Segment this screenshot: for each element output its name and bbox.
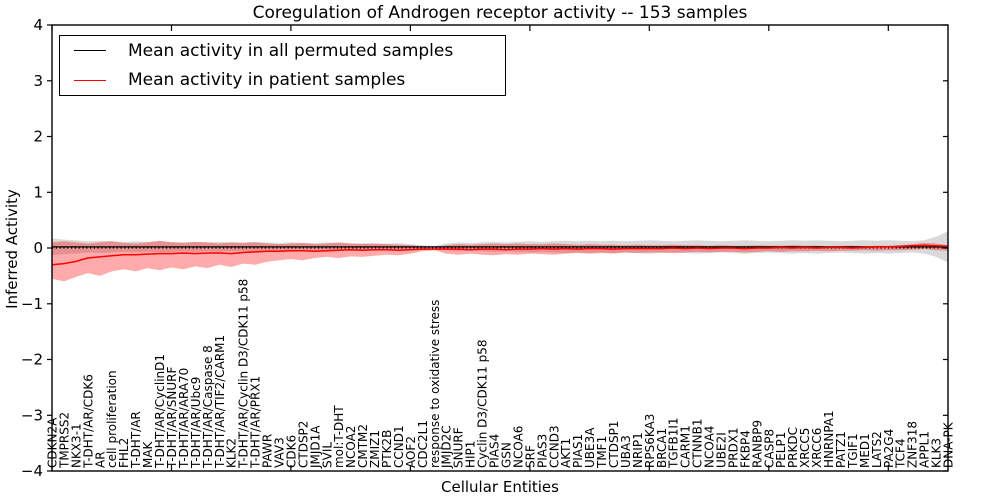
- x-category-label: CDK6: [284, 435, 298, 468]
- x-category-label: MED1: [858, 433, 872, 468]
- x-category-label: mol:T-DHT: [332, 405, 346, 468]
- y-tick-label: −1: [21, 295, 43, 313]
- x-category-label: HIP1: [464, 441, 478, 468]
- x-category-label: T-DHT/AR/TIF2/CARM1: [213, 335, 227, 469]
- x-category-label: TMPRSS2: [57, 412, 71, 469]
- legend-item-patient: Mean activity in patient samples: [60, 68, 505, 94]
- x-category-label: CTDSP2: [296, 421, 310, 468]
- patient-line-swatch: [74, 79, 106, 81]
- x-category-label: PIAS4: [488, 434, 502, 468]
- x-category-label: JMJD2C: [440, 425, 454, 469]
- x-category-label: TGFB1I1: [667, 417, 681, 469]
- x-category-label: ZNF318: [906, 421, 920, 468]
- x-category-label: BRCA1: [655, 428, 669, 468]
- y-tick-label: 4: [33, 16, 43, 34]
- x-category-label: PIAS3: [535, 434, 549, 468]
- x-category-label: T-DHT/AR/Caspase 8: [201, 345, 215, 469]
- x-category-label: KLK2: [225, 438, 239, 468]
- y-tick-label: 2: [33, 128, 43, 146]
- legend-item-permuted: Mean activity in all permuted samples: [60, 38, 505, 64]
- x-category-label: RPS6KA3: [643, 414, 657, 468]
- legend-label-patient: Mean activity in patient samples: [128, 70, 406, 91]
- x-category-label: PTK2B: [380, 430, 394, 468]
- x-category-label: GSN: [500, 442, 514, 468]
- x-category-label: XRCC5: [798, 428, 812, 468]
- x-category-label: PELP1: [774, 432, 788, 468]
- x-category-label: T-DHT/AR/CDK6: [81, 374, 95, 469]
- x-category-label: response to oxidative stress: [428, 300, 442, 468]
- x-category-label: AR: [93, 451, 107, 468]
- y-axis-title: Inferred Activity: [3, 189, 21, 309]
- x-category-label: ZMIZ1: [368, 430, 382, 468]
- x-category-label: CDKN2A: [46, 417, 60, 468]
- y-tick-label: −4: [21, 462, 43, 480]
- x-category-label: T-DHT/AR/Cyclin D3/CDK11 p58: [237, 279, 251, 469]
- x-category-label: SRF: [523, 445, 537, 468]
- x-category-label: TMF1: [595, 436, 609, 469]
- x-category-label: UBE2I: [715, 432, 729, 468]
- x-category-label: LATS2: [870, 431, 884, 468]
- x-category-label: PA2G4: [882, 429, 896, 468]
- x-axis-title: Cellular Entities: [441, 478, 559, 496]
- x-category-label: FHL2: [117, 438, 131, 468]
- legend: Mean activity in all permuted samples Me…: [59, 35, 506, 96]
- x-category-label: XRCC6: [810, 428, 824, 468]
- x-category-label: JMJD1A: [308, 425, 322, 469]
- x-category-label: CARM1: [679, 425, 693, 468]
- legend-label-permuted: Mean activity in all permuted samples: [128, 40, 454, 61]
- x-category-label: T-DHT/AR/PRX1: [249, 376, 263, 469]
- x-category-label: TCF4: [894, 438, 908, 469]
- x-category-label: NCOA2: [344, 426, 358, 468]
- x-category-label: T-DHT/AR/Ubc9: [189, 377, 203, 469]
- y-tick-label: 0: [33, 239, 43, 257]
- x-category-label: NKX3-1: [69, 423, 83, 468]
- x-category-label: NCOA6: [511, 426, 525, 468]
- x-category-label: AKT1: [559, 438, 573, 468]
- x-category-label: PRDX1: [727, 427, 741, 468]
- y-tick-label: −2: [21, 351, 43, 369]
- x-category-label: APPL1: [918, 431, 932, 468]
- x-category-label: T-DHT/AR/CyclinD1: [153, 354, 167, 469]
- x-category-label: RANBP9: [750, 420, 764, 468]
- x-category-label: FKBP4: [738, 430, 752, 468]
- x-category-label: VAV3: [273, 437, 287, 468]
- x-category-label: CCND1: [392, 425, 406, 468]
- x-category-label: TGIF1: [846, 433, 860, 469]
- x-category-label: PATZ1: [834, 431, 848, 468]
- series-line-patient: [51, 244, 949, 266]
- x-category-label: cell proliferation: [105, 370, 119, 468]
- x-category-label: PAWR: [261, 434, 275, 468]
- x-category-label: T-DHT/AR/ARA70: [177, 368, 191, 469]
- x-category-label: CTDSP1: [607, 421, 621, 468]
- x-category-label: KLK3: [930, 438, 944, 468]
- chart-title: Coregulation of Androgen receptor activi…: [252, 3, 748, 23]
- x-category-label: PIAS1: [571, 434, 585, 468]
- x-category-label: MAK: [141, 440, 155, 468]
- x-category-label: T-DHT/AR/SNURF: [165, 367, 179, 470]
- x-category-label: UBA3: [619, 435, 633, 468]
- x-category-label: PRKDC: [786, 427, 800, 468]
- x-category-label: UBE3A: [583, 427, 597, 468]
- y-tick-label: 3: [33, 72, 43, 90]
- x-category-label: AOF2: [404, 436, 418, 468]
- x-category-label: CASP8: [762, 429, 776, 468]
- x-category-label: NRIP1: [631, 432, 645, 468]
- x-category-label: NCOA4: [703, 426, 717, 468]
- x-category-label: Cyclin D3/CDK11 p58: [476, 339, 490, 468]
- x-category-label: HNRNPA1: [822, 410, 836, 468]
- x-category-label: CCND3: [547, 425, 561, 468]
- x-category-label: CTNNB1: [691, 418, 705, 468]
- y-tick-label: 1: [33, 183, 43, 201]
- x-category-label: SNURF: [452, 427, 466, 468]
- x-category-label: CMTM2: [356, 424, 370, 468]
- x-category-label: DNA-PK: [942, 421, 956, 468]
- x-category-label: CDC2L1: [416, 420, 430, 468]
- y-tick-label: −3: [21, 406, 43, 424]
- permuted-line-swatch: [74, 50, 106, 52]
- x-category-label: SVIL: [320, 442, 334, 468]
- x-category-label: T-DHT/AR: [129, 411, 143, 469]
